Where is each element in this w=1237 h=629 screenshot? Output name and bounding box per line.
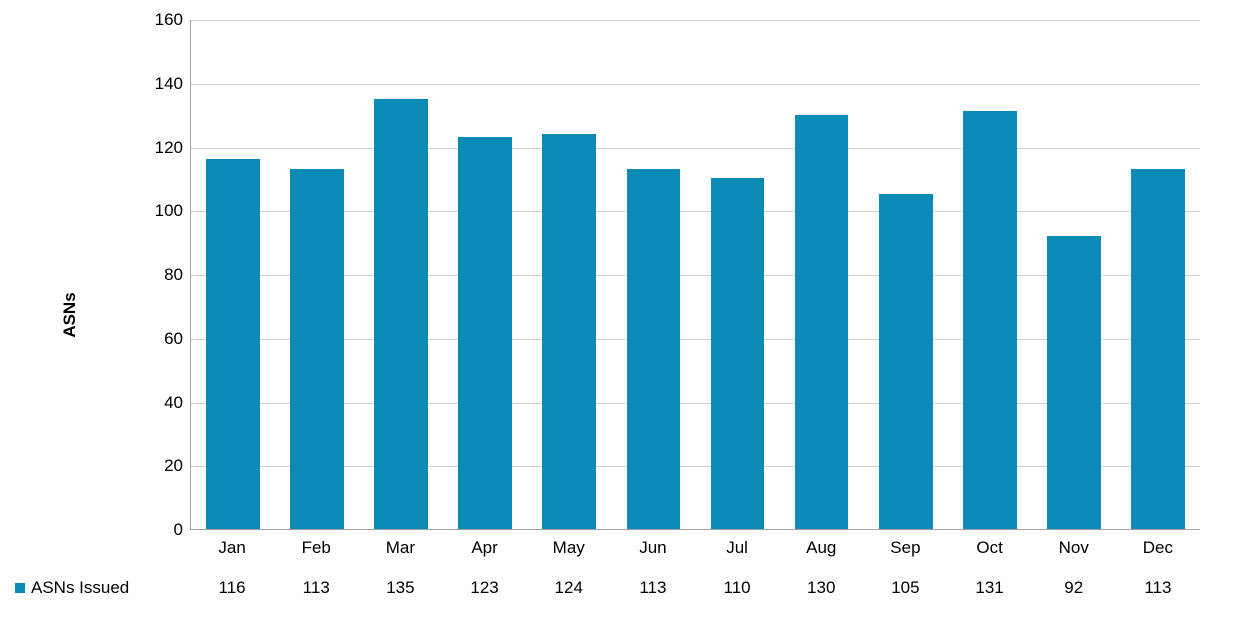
y-tick-label: 80 xyxy=(123,265,183,285)
bar xyxy=(374,99,428,529)
data-value-label: 105 xyxy=(863,578,947,598)
y-axis-title: ASNs xyxy=(60,292,80,337)
bar-slot xyxy=(780,20,864,529)
data-value-label: 113 xyxy=(611,578,695,598)
data-value-label: 113 xyxy=(274,578,358,598)
data-value-label: 116 xyxy=(190,578,274,598)
legend-swatch xyxy=(15,583,25,593)
y-tick-label: 60 xyxy=(123,329,183,349)
data-value-label: 113 xyxy=(1116,578,1200,598)
data-value-label: 110 xyxy=(695,578,779,598)
bar xyxy=(1047,236,1101,529)
x-tick-label: Jun xyxy=(611,538,695,558)
x-tick-label: Nov xyxy=(1032,538,1116,558)
bar xyxy=(711,178,765,529)
bar-slot xyxy=(191,20,275,529)
y-tick-label: 100 xyxy=(123,201,183,221)
data-value-label: 135 xyxy=(358,578,442,598)
bar xyxy=(206,159,260,529)
bars-group xyxy=(191,20,1200,529)
data-value-label: 92 xyxy=(1032,578,1116,598)
series-legend: ASNs Issued xyxy=(15,578,129,598)
x-tick-label: May xyxy=(527,538,611,558)
y-tick-label: 140 xyxy=(123,74,183,94)
y-tick-label: 120 xyxy=(123,138,183,158)
x-tick-label: Sep xyxy=(863,538,947,558)
bar-slot xyxy=(359,20,443,529)
y-tick-label: 40 xyxy=(123,393,183,413)
data-value-label: 131 xyxy=(948,578,1032,598)
y-tick-label: 160 xyxy=(123,10,183,30)
bar xyxy=(879,194,933,529)
bar-slot xyxy=(443,20,527,529)
bar xyxy=(1131,169,1185,529)
x-tick-label: Apr xyxy=(443,538,527,558)
asns-bar-chart: ASNs 0 20 40 60 80 100 120 140 160 JanFebMarAprM… xyxy=(0,0,1237,629)
x-tick-label: Mar xyxy=(358,538,442,558)
legend-label: ASNs Issued xyxy=(31,578,129,598)
data-value-label: 124 xyxy=(527,578,611,598)
bar xyxy=(290,169,344,529)
y-tick-label: 0 xyxy=(123,520,183,540)
bar xyxy=(963,111,1017,529)
y-tick-label: 20 xyxy=(123,456,183,476)
x-tick-label: Jul xyxy=(695,538,779,558)
bar xyxy=(627,169,681,529)
plot-area xyxy=(190,20,1200,530)
x-tick-label: Jan xyxy=(190,538,274,558)
x-tick-label: Oct xyxy=(948,538,1032,558)
bar-slot xyxy=(864,20,948,529)
bar-slot xyxy=(1032,20,1116,529)
bar xyxy=(458,137,512,529)
data-value-label: 130 xyxy=(779,578,863,598)
bar-slot xyxy=(948,20,1032,529)
x-tick-label: Aug xyxy=(779,538,863,558)
x-tick-label: Dec xyxy=(1116,538,1200,558)
bar xyxy=(542,134,596,529)
bar-slot xyxy=(1116,20,1200,529)
bar xyxy=(795,115,849,529)
bar-slot xyxy=(611,20,695,529)
bar-slot xyxy=(275,20,359,529)
bar-slot xyxy=(527,20,611,529)
data-value-label: 123 xyxy=(443,578,527,598)
x-tick-label: Feb xyxy=(274,538,358,558)
bar-slot xyxy=(695,20,779,529)
